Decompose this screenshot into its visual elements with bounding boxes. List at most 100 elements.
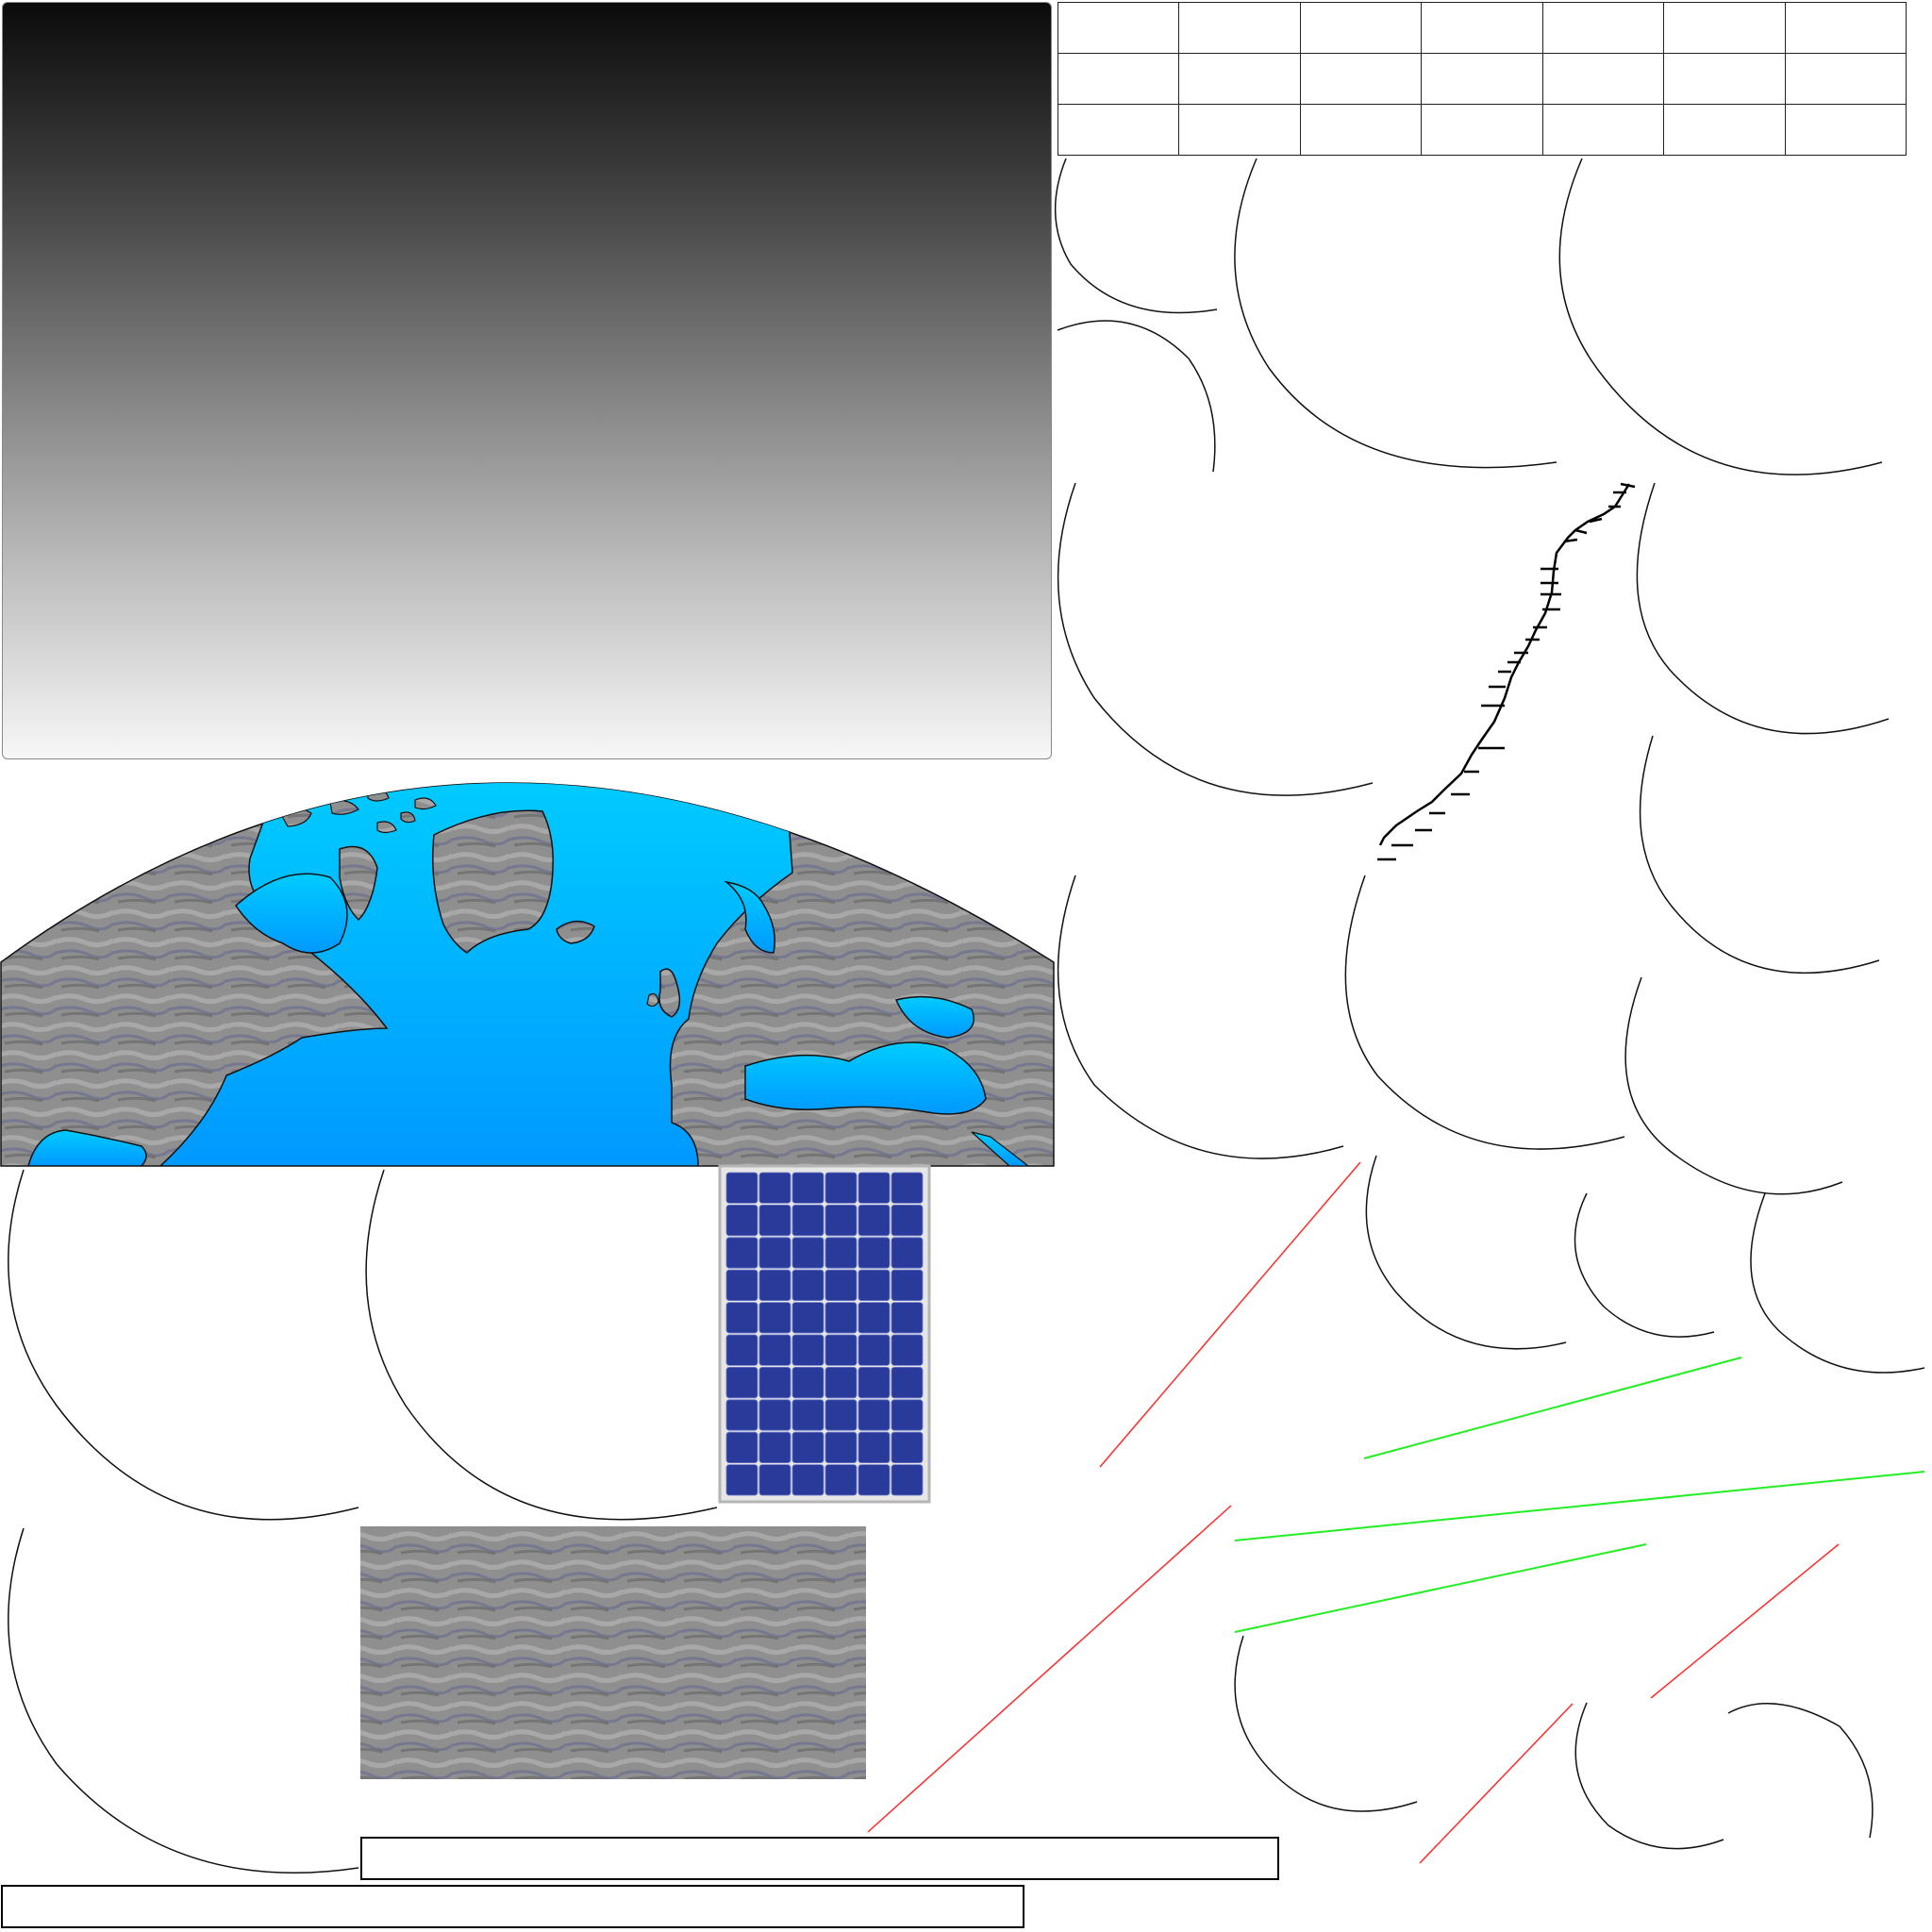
red-line-1 <box>1099 1161 1361 1468</box>
green-line-2 <box>1234 1471 1925 1541</box>
grid-cell <box>1299 53 1423 105</box>
solar-cell <box>758 1431 791 1463</box>
rock-texture-swatch <box>360 1526 866 1779</box>
solar-cell <box>891 1302 924 1334</box>
solar-cell <box>758 1367 791 1399</box>
grid-cell <box>1178 2 1301 54</box>
solar-cell <box>891 1205 924 1237</box>
grid-row <box>1057 53 1907 105</box>
solar-cell <box>891 1431 924 1463</box>
solar-cell <box>758 1302 791 1334</box>
arc-17 <box>1234 1635 1418 1812</box>
solar-cell <box>725 1205 758 1237</box>
solar-cell <box>725 1302 758 1334</box>
solar-cell <box>891 1237 924 1269</box>
red-line-4 <box>1419 1703 1574 1864</box>
solar-cell <box>858 1334 891 1366</box>
solar-cell <box>758 1269 791 1301</box>
solar-cell <box>758 1237 791 1269</box>
arc-11 <box>1365 1155 1567 1350</box>
solar-cell <box>824 1334 858 1366</box>
solar-cell <box>758 1205 791 1237</box>
solar-cell <box>824 1172 858 1204</box>
text-bar-lower <box>1 1885 1024 1928</box>
arc-5 <box>1057 482 1374 796</box>
solar-cell <box>791 1399 824 1431</box>
arc-15 <box>365 1169 718 1521</box>
solar-cell <box>791 1269 824 1301</box>
solar-cell <box>725 1399 758 1431</box>
green-lines <box>1234 1357 1925 1633</box>
solar-cell <box>824 1205 858 1237</box>
solar-cell <box>824 1431 858 1463</box>
solar-cell <box>791 1205 824 1237</box>
grid-cell <box>1541 2 1665 54</box>
arc-7 <box>1639 735 1880 974</box>
solar-cell <box>758 1172 791 1204</box>
arc-13 <box>1750 1192 1925 1374</box>
solar-cell <box>791 1464 824 1496</box>
arc-19 <box>1727 1703 1874 1839</box>
solar-cell <box>858 1205 891 1237</box>
grid-cell <box>1663 2 1786 54</box>
grid-cell <box>1299 104 1423 156</box>
solar-cell <box>824 1302 858 1334</box>
grid-cell <box>1663 104 1786 156</box>
lightning-bolt-icon <box>1377 482 1636 861</box>
solar-cell <box>725 1237 758 1269</box>
solar-cell <box>891 1172 924 1204</box>
red-lines <box>867 1161 1840 1864</box>
solar-cell <box>725 1334 758 1366</box>
grid-cell <box>1541 53 1665 105</box>
solar-cell <box>858 1269 891 1301</box>
solar-cell <box>858 1172 891 1204</box>
solar-cell <box>824 1269 858 1301</box>
solar-cell <box>858 1431 891 1463</box>
earth-hemisphere-icon <box>0 782 1055 1167</box>
grid-cell <box>1784 104 1907 156</box>
solar-cell <box>891 1334 924 1366</box>
solar-cell <box>824 1399 858 1431</box>
grid-cell <box>1178 104 1301 156</box>
solar-cell <box>824 1367 858 1399</box>
solar-cell <box>858 1237 891 1269</box>
grid-cell <box>1057 53 1180 105</box>
red-line-3 <box>1650 1543 1840 1699</box>
solar-cell <box>824 1237 858 1269</box>
green-line-1 <box>1363 1357 1742 1459</box>
arc-strokes <box>8 158 1925 1874</box>
grid-cell <box>1784 2 1907 54</box>
solar-cell <box>725 1431 758 1463</box>
solar-cell <box>791 1334 824 1366</box>
red-line-2 <box>867 1505 1232 1833</box>
solar-cell <box>725 1172 758 1204</box>
arc-9 <box>1344 874 1625 1150</box>
solar-cell <box>791 1367 824 1399</box>
arc-10 <box>1624 976 1843 1195</box>
solar-cell <box>858 1464 891 1496</box>
arc-14 <box>8 1169 359 1521</box>
solar-cell <box>891 1464 924 1496</box>
grid-cell <box>1663 53 1786 105</box>
solar-cell <box>758 1399 791 1431</box>
sky-gradient-panel <box>2 2 1052 759</box>
solar-cell <box>725 1367 758 1399</box>
solar-cell <box>858 1302 891 1334</box>
grid-cell <box>1057 104 1180 156</box>
arc-3 <box>1234 158 1557 469</box>
solar-cell <box>858 1367 891 1399</box>
solar-cell <box>891 1399 924 1431</box>
arc-6 <box>1636 482 1890 735</box>
solar-cell <box>791 1237 824 1269</box>
solar-cell <box>725 1464 758 1496</box>
solar-cell <box>891 1269 924 1301</box>
arc-18 <box>1574 1702 1724 1850</box>
solar-cell <box>824 1464 858 1496</box>
solar-panel-icon <box>718 1164 931 1504</box>
solar-cell <box>758 1334 791 1366</box>
grid-cell <box>1421 53 1543 105</box>
arc-1 <box>1054 158 1218 314</box>
grid-table <box>1057 2 1907 156</box>
solar-cell <box>891 1367 924 1399</box>
arc-4 <box>1558 158 1883 475</box>
